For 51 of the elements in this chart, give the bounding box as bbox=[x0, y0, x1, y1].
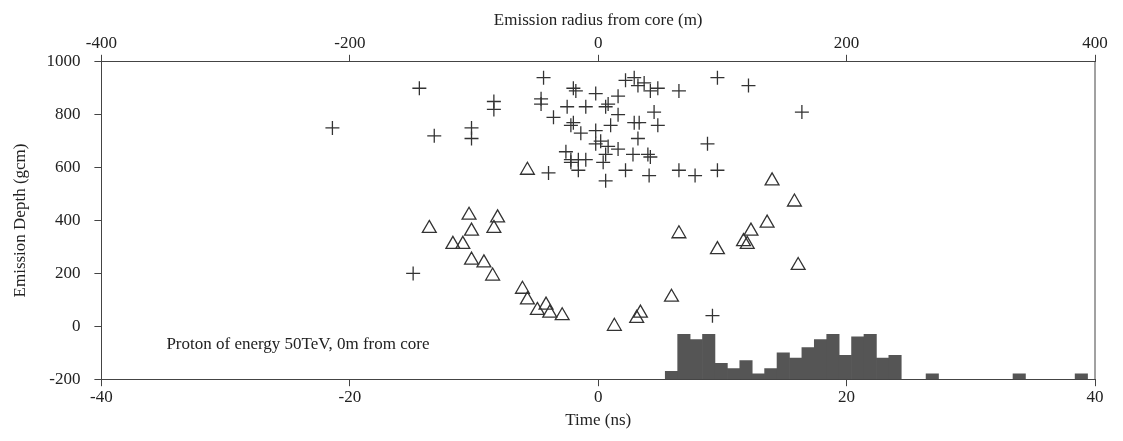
x-tick-label: 20 bbox=[838, 386, 856, 406]
point bbox=[463, 251, 480, 265]
point bbox=[490, 209, 506, 223]
x-tick-label: 40 bbox=[1086, 386, 1104, 406]
x-tick-label: -40 bbox=[90, 386, 113, 406]
point bbox=[606, 317, 622, 331]
point bbox=[421, 219, 437, 234]
x2-tick-label: 400 bbox=[1082, 33, 1108, 53]
point bbox=[542, 304, 558, 318]
x2-tick-label: -200 bbox=[334, 33, 366, 53]
point bbox=[790, 256, 806, 271]
x2-tick-label: -400 bbox=[85, 33, 117, 53]
point bbox=[663, 288, 680, 302]
y-axis-title: Emission Depth (gcm) bbox=[9, 143, 29, 298]
x2-tick-label: 0 bbox=[593, 33, 603, 53]
x2-tick-label: 200 bbox=[833, 33, 860, 53]
annotation: Proton of energy 50TeV, 0m from core bbox=[166, 333, 430, 353]
x-tick-label: -20 bbox=[338, 386, 362, 406]
y-tick-label: 800 bbox=[54, 104, 81, 124]
y-tick-label: 200 bbox=[54, 262, 81, 282]
y-tick-label: 600 bbox=[54, 157, 81, 177]
x2-axis-title: Emission radius from core (m) bbox=[493, 9, 703, 29]
point bbox=[538, 296, 554, 310]
y-tick-label: -200 bbox=[49, 368, 81, 388]
point bbox=[519, 161, 535, 175]
point bbox=[445, 235, 461, 249]
point bbox=[554, 307, 570, 321]
point bbox=[476, 254, 492, 268]
point bbox=[463, 222, 480, 236]
point bbox=[743, 222, 759, 236]
y-tick-label: 1000 bbox=[46, 51, 81, 71]
point bbox=[735, 233, 752, 247]
point bbox=[514, 280, 531, 294]
point bbox=[671, 225, 687, 239]
point bbox=[485, 267, 501, 281]
point bbox=[529, 301, 545, 316]
point bbox=[519, 291, 535, 305]
y-tick-label: 400 bbox=[54, 209, 81, 229]
x-tick-label: 0 bbox=[593, 386, 603, 406]
point bbox=[461, 206, 477, 220]
x-axis-title: Time (ns) bbox=[565, 410, 632, 430]
point bbox=[759, 214, 775, 228]
point bbox=[629, 309, 645, 324]
y-tick-label: 0 bbox=[71, 315, 81, 335]
point bbox=[455, 235, 471, 249]
point bbox=[632, 304, 649, 318]
point bbox=[786, 193, 803, 207]
point bbox=[486, 219, 502, 234]
point bbox=[709, 240, 726, 255]
point bbox=[764, 172, 780, 186]
point bbox=[739, 235, 755, 249]
